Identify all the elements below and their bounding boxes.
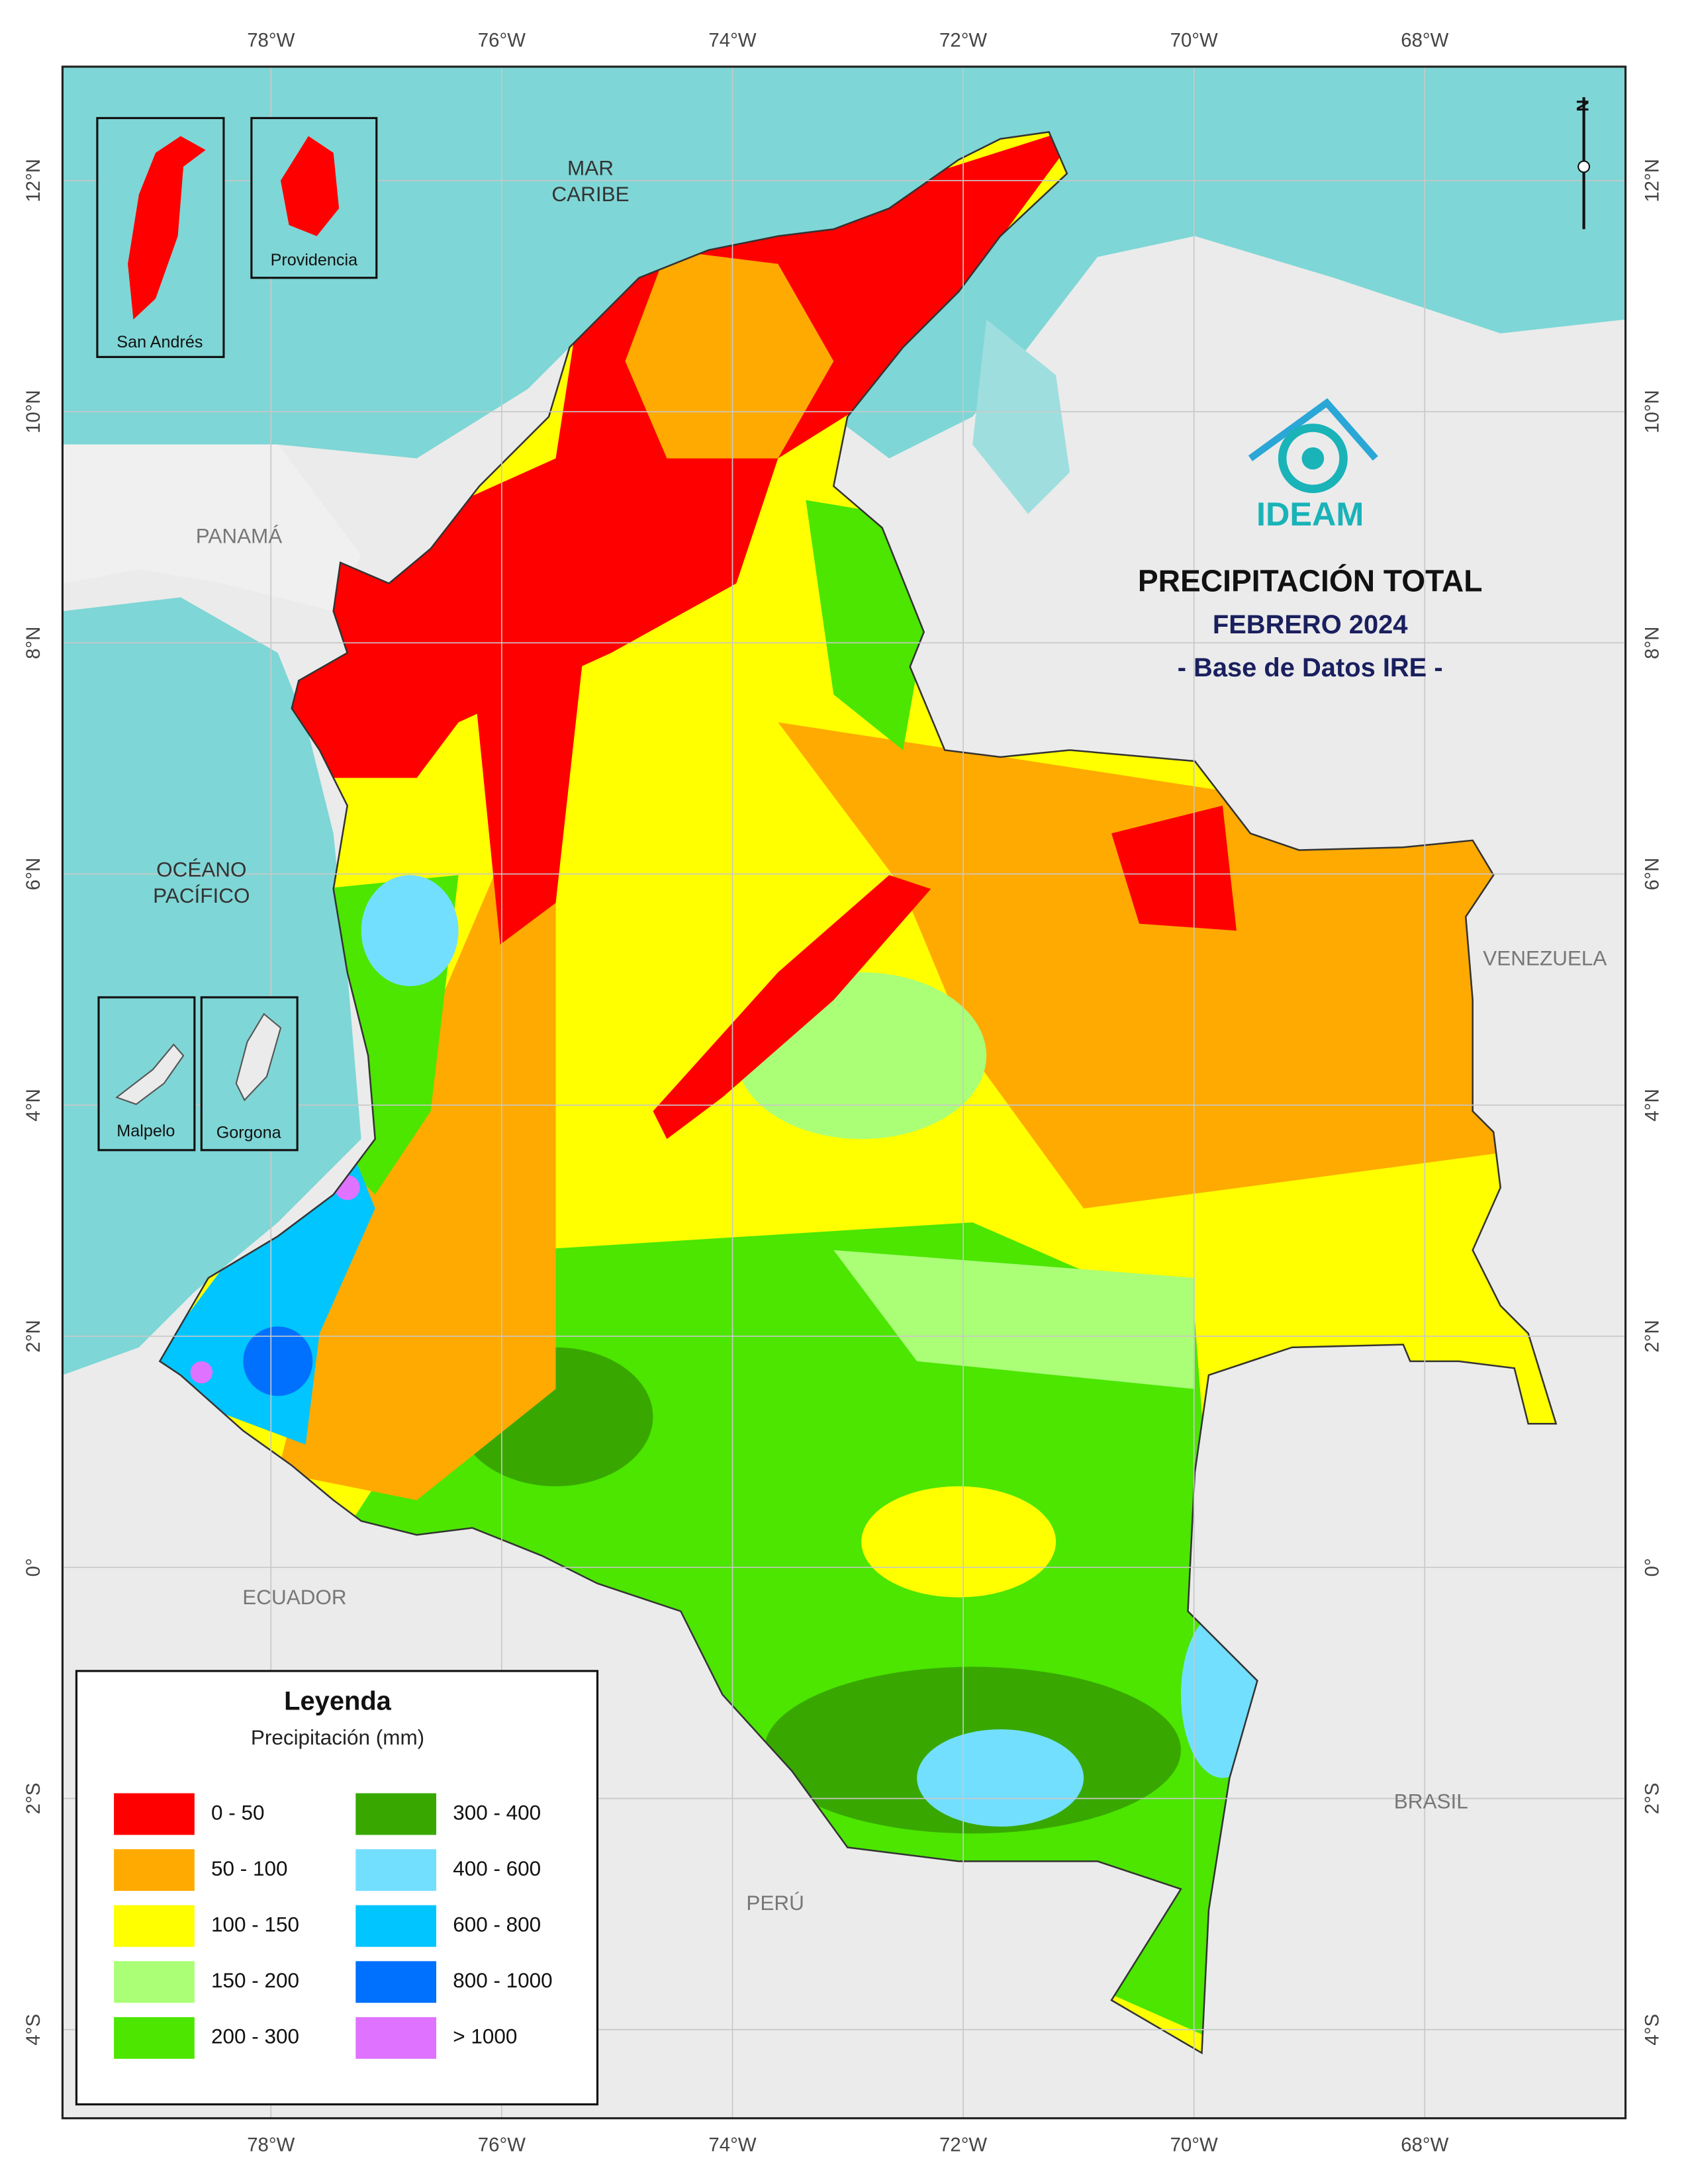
inset-label: Malpelo [117,1122,175,1140]
lon-label: 72°W [939,2134,987,2156]
legend-subtitle: Precipitación (mm) [251,1726,424,1749]
lat-label: 2°N [23,1320,44,1352]
legend-label: 50 - 100 [211,1857,287,1880]
lat-label: 2°N [1641,1320,1663,1352]
legend-title: Leyenda [284,1687,392,1716]
place-label: ECUADOR [242,1586,346,1609]
lat-label: 12°N [1641,159,1663,203]
lat-label: 12°N [23,159,44,203]
zone-400-600 [917,1729,1084,1827]
place-label: PANAMÁ [196,525,283,548]
lon-label: 74°W [708,30,756,52]
map-frame [61,66,1627,2120]
inset-island [115,1043,185,1105]
lon-label: 68°W [1401,30,1448,52]
lat-label: 8°N [23,627,44,659]
lon-label: 76°W [478,2134,526,2156]
zone-800-1000 [243,1326,313,1396]
lake-maracaibo [972,319,1070,514]
zone-100-150 [861,1486,1056,1598]
lat-label: 4°S [1641,2014,1663,2046]
map-subtitle: FEBRERO 2024 [1213,610,1408,639]
lat-label: 6°N [1641,858,1663,890]
lat-label: 4°S [23,2014,44,2046]
zone-150-200 [833,1250,1195,1389]
legend-swatch [114,1849,195,1891]
place-label: VENEZUELA [1483,947,1607,970]
north-label: N [1573,99,1592,111]
zone-over-1000 [190,1361,213,1384]
legend-swatch [355,1961,437,2003]
place-label: OCÉANO [156,858,246,881]
lat-label: 10°N [23,390,44,433]
lon-label: 78°W [247,30,295,52]
legend: Leyenda Precipitación (mm) 0 - 50 50 - 100 1… [114,1687,553,2059]
logo-roof [1248,398,1378,461]
lat-label: 8°N [1641,627,1663,659]
legend-label: 150 - 200 [211,1969,299,1992]
lon-label: 74°W [708,2134,756,2156]
lat-label: 0° [1641,1558,1663,1576]
map-source: - Base de Datos IRE - [1178,653,1443,682]
lon-label: 70°W [1170,2134,1218,2156]
inset-label: Gorgona [216,1123,281,1142]
legend-label: > 1000 [453,2025,517,2048]
lat-label: 2°S [23,1783,44,1815]
lat-label: 4°N [1641,1089,1663,1121]
legend-swatch [114,2017,195,2059]
map-title: PRECIPITACIÓN TOTAL [1138,564,1483,598]
lon-label: 76°W [478,30,526,52]
logo-swirl [1278,424,1348,494]
legend-swatch [114,1905,195,1947]
inset-label: San Andrés [117,333,203,351]
place-label: BRASIL [1394,1790,1468,1813]
panama-land [62,444,361,612]
legend-swatch [114,1961,195,2003]
zone-0-50 [1111,805,1237,931]
place-label: CARIBE [551,183,629,206]
lat-label: 2°S [1641,1783,1663,1815]
pacific-ocean [62,597,361,1375]
logo-swirl [1301,447,1325,470]
inset-label: Providencia [271,251,358,269]
legend-label: 200 - 300 [211,2025,299,2048]
lon-label: 68°W [1401,2134,1448,2156]
lon-label: 72°W [939,30,987,52]
lat-label: 10°N [1641,390,1663,433]
north-arrow [1577,160,1591,173]
lat-label: 4°N [23,1089,44,1121]
inset-island [280,136,340,236]
place-label: PERÚ [746,1891,804,1915]
legend-label: 300 - 400 [453,1801,541,1824]
lat-label: 6°N [23,858,44,890]
inset-island [128,136,206,320]
zone-50-100 [625,250,834,459]
legend-label: 600 - 800 [453,1913,541,1936]
legend-label: 0 - 50 [211,1801,264,1824]
logo-text: IDEAM [1256,495,1364,533]
zone-0-50 [472,653,584,945]
lon-label: 70°W [1170,30,1218,52]
zone-50-100 [277,861,556,1500]
legend-swatch [355,1905,437,1947]
legend-swatch [355,2017,437,2059]
place-label: MAR [567,156,614,179]
zone-0-50 [653,875,931,1140]
lon-label: 78°W [247,2134,295,2156]
legend-swatch [355,1793,437,1835]
zone-200-300 [806,500,924,751]
lat-label: 0° [23,1558,44,1576]
legend-swatch [355,1849,437,1891]
legend-label: 800 - 1000 [453,1969,552,1992]
zone-400-600 [361,875,459,987]
legend-swatch [114,1793,195,1835]
legend-label: 400 - 600 [453,1857,541,1880]
legend-label: 100 - 150 [211,1913,299,1936]
place-label: PACÍFICO [153,884,250,907]
inset-island [235,1013,282,1102]
map-layer: Leyenda Precipitación (mm) 0 - 50 50 - 100 1… [23,30,1663,2156]
